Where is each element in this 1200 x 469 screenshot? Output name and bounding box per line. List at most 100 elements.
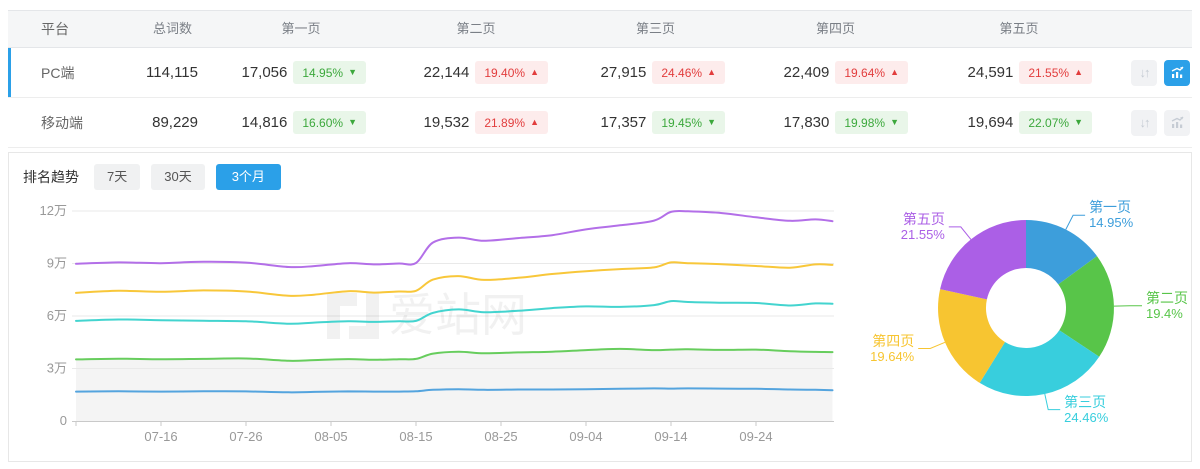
x-axis-label: 08-05 xyxy=(314,429,347,444)
trend-arrow-icon: ▼ xyxy=(707,117,716,127)
change-percent: 19.64% xyxy=(844,65,886,80)
trend-arrow-icon: ▲ xyxy=(890,67,899,77)
trend-arrow-icon: ▲ xyxy=(530,67,539,77)
table-header-row: 平台 总词数 第一页 第二页 第三页 第四页 第五页 xyxy=(8,10,1192,48)
donut-label-percent: 21.55% xyxy=(900,226,945,242)
watermark: 爱站网 xyxy=(327,289,527,341)
trend-arrow-icon: ▲ xyxy=(1074,67,1083,77)
change-badge: 19.64% ▲ xyxy=(835,61,908,84)
platform-label: 移动端 xyxy=(41,114,83,131)
donut-label-percent: 19.4% xyxy=(1145,305,1183,321)
rank-trend-panel: 排名趋势 7天 30天 3个月 0 3万 6万 9万 12万 07-16 07-26 08-0… xyxy=(8,152,1192,462)
sort-button[interactable]: ↓↑ xyxy=(1131,59,1157,86)
trend-arrow-icon: ▼ xyxy=(890,117,899,127)
tab-7days[interactable]: 7天 xyxy=(94,164,141,190)
trend-line-第二页 xyxy=(75,347,834,362)
change-percent: 19.40% xyxy=(484,65,526,80)
show-trend-chart-button[interactable] xyxy=(1164,109,1190,136)
x-axis-label: 08-25 xyxy=(484,429,517,444)
donut-label-percent: 14.95% xyxy=(1089,215,1134,231)
change-badge: 19.98% ▼ xyxy=(835,111,908,134)
trend-arrow-icon: ▲ xyxy=(530,117,539,127)
trend-arrow-icon: ▼ xyxy=(348,117,357,127)
page-count: 17,357 xyxy=(600,114,647,131)
x-axis-label: 07-26 xyxy=(229,429,262,444)
change-badge: 22.07% ▼ xyxy=(1019,111,1092,134)
page-count: 27,915 xyxy=(600,64,647,81)
donut-slice-第三页 xyxy=(979,330,1100,397)
page-count: 19,532 xyxy=(423,114,470,131)
svg-text:爱站网: 爱站网 xyxy=(389,289,527,341)
y-axis-label: 6万 xyxy=(47,308,67,323)
donut-label-第二页: 第二页 19.4% xyxy=(1146,290,1188,322)
change-badge: 19.45% ▼ xyxy=(652,111,725,134)
area-fill xyxy=(76,348,833,421)
column-header-page5: 第五页 xyxy=(999,21,1039,36)
trend-arrow-icon: ▼ xyxy=(1074,117,1083,127)
page-count: 17,056 xyxy=(241,64,288,81)
table-row-mobile[interactable]: 移动端 89,229 14,816 16.60% ▼ 19,532 21.89% ▲… xyxy=(8,98,1192,148)
page-count: 22,409 xyxy=(783,64,830,81)
change-percent: 19.98% xyxy=(844,115,886,130)
trend-panel-header: 排名趋势 7天 30天 3个月 xyxy=(9,153,1191,190)
donut-leader-line xyxy=(1065,214,1086,230)
tab-30days[interactable]: 30天 xyxy=(151,164,205,190)
change-percent: 24.46% xyxy=(661,65,703,80)
y-axis-label: 12万 xyxy=(40,203,67,218)
donut-label-第四页: 第四页 19.64% xyxy=(870,333,914,365)
donut-label-name: 第四页 xyxy=(872,332,915,349)
donut-label-name: 第一页 xyxy=(1089,199,1132,216)
donut-label-第一页: 第一页 14.95% xyxy=(1089,199,1133,231)
trend-line-第一页 xyxy=(75,387,834,394)
x-axis-label: 09-04 xyxy=(569,429,602,444)
panel-title: 排名趋势 xyxy=(23,169,79,185)
column-header-total: 总词数 xyxy=(152,21,192,36)
donut-slice-第四页 xyxy=(938,289,1005,383)
show-trend-chart-button[interactable] xyxy=(1164,59,1190,86)
donut-label-第五页: 第五页 21.55% xyxy=(901,211,945,243)
column-header-actions xyxy=(1092,11,1192,47)
change-percent: 14.95% xyxy=(302,65,344,80)
trend-line-chart: 0 3万 6万 9万 12万 07-16 07-26 08-05 08-15 08-25 09-04… xyxy=(9,189,869,462)
tab-3months[interactable]: 3个月 xyxy=(215,164,281,190)
column-header-page4: 第四页 xyxy=(815,21,855,36)
total-keywords: 89,229 xyxy=(152,114,198,131)
y-axis-label: 3万 xyxy=(47,361,67,376)
change-percent: 22.07% xyxy=(1028,115,1070,130)
donut-slice-第一页 xyxy=(1026,220,1097,285)
donut-leader-line xyxy=(918,341,946,349)
donut-label-percent: 24.46% xyxy=(1064,409,1109,425)
trend-line-第四页 xyxy=(75,261,834,297)
x-axis-label: 07-16 xyxy=(144,429,177,444)
change-badge: 19.40% ▲ xyxy=(475,61,548,84)
sort-button[interactable]: ↓↑ xyxy=(1131,109,1157,136)
column-header-page3: 第三页 xyxy=(635,21,675,36)
change-badge: 21.89% ▲ xyxy=(475,111,548,134)
x-axis-label: 09-14 xyxy=(654,429,687,444)
page-count: 17,830 xyxy=(783,114,830,131)
donut-label-name: 第五页 xyxy=(902,210,945,227)
trend-line-第三页 xyxy=(75,299,834,325)
donut-leader-line xyxy=(948,226,972,240)
x-axis-label: 09-24 xyxy=(739,429,772,444)
page-count: 14,816 xyxy=(241,114,288,131)
bar-chart-trend-icon xyxy=(1171,66,1183,78)
donut-label-第三页: 第三页 24.46% xyxy=(1064,394,1108,426)
change-percent: 19.45% xyxy=(661,115,703,130)
change-percent: 21.55% xyxy=(1028,65,1070,80)
donut-label-name: 第三页 xyxy=(1064,393,1107,410)
down-up-arrows-icon: ↓↑ xyxy=(1139,65,1151,80)
y-axis-label: 9万 xyxy=(47,256,67,271)
donut-label-name: 第二页 xyxy=(1145,289,1188,306)
column-header-platform: 平台 xyxy=(41,21,69,37)
bar-chart-trend-icon xyxy=(1171,116,1183,128)
column-header-page1: 第一页 xyxy=(281,21,321,36)
table-row-pc[interactable]: PC端 114,115 17,056 14.95% ▼ 22,144 19.40%… xyxy=(8,48,1192,98)
change-badge: 14.95% ▼ xyxy=(293,61,366,84)
donut-label-percent: 19.64% xyxy=(870,348,915,364)
total-keywords: 114,115 xyxy=(146,64,198,81)
x-axis-label: 08-15 xyxy=(399,429,432,444)
change-percent: 16.60% xyxy=(302,115,344,130)
down-up-arrows-icon: ↓↑ xyxy=(1139,115,1151,130)
column-header-page2: 第二页 xyxy=(456,21,496,36)
